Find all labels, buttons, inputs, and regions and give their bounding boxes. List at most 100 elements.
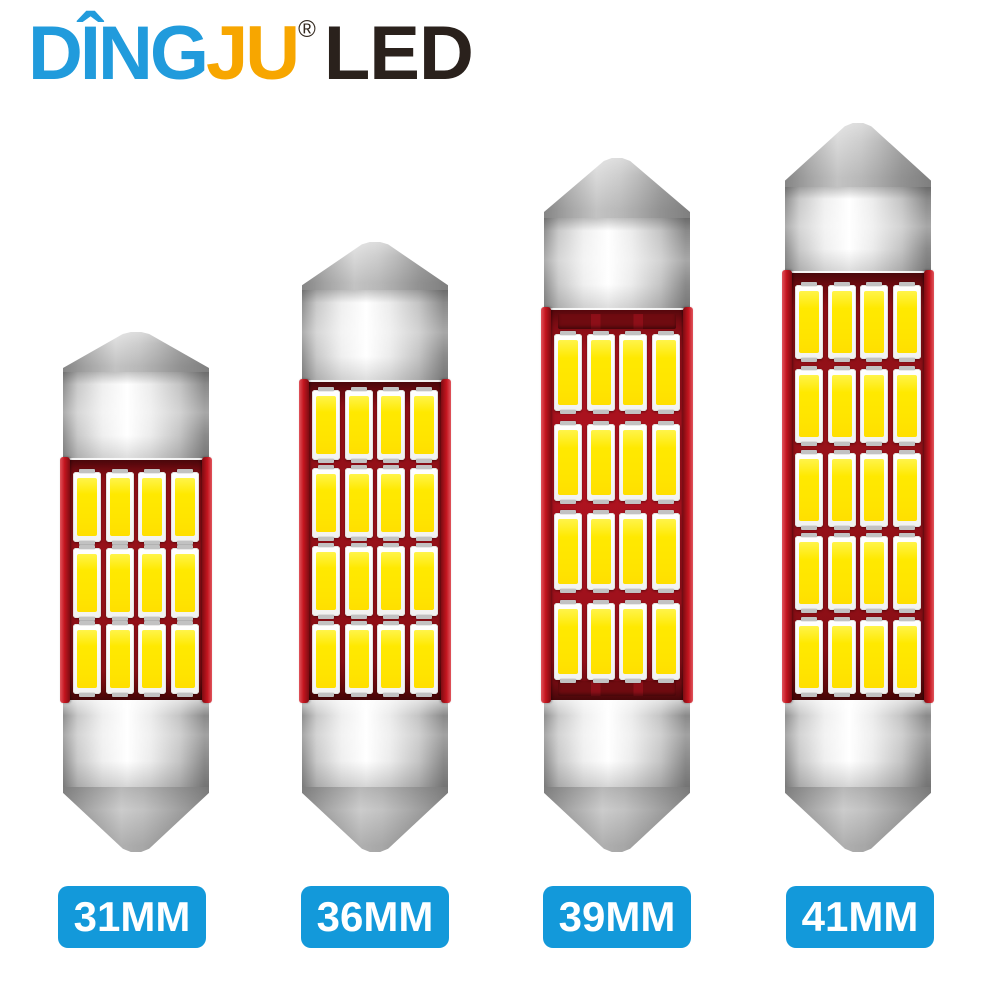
- led-chip-phosphor: [590, 340, 611, 405]
- led-chip: [795, 536, 823, 611]
- led-chip: [651, 334, 680, 411]
- led-chip-phosphor: [142, 630, 163, 688]
- red-pcb-body: [299, 379, 451, 703]
- led-chip-phosphor: [174, 554, 195, 612]
- led-chip-phosphor: [413, 552, 434, 610]
- led-row: [554, 602, 680, 680]
- led-chip-phosphor: [896, 542, 917, 605]
- led-chip-phosphor: [590, 608, 611, 674]
- led-chip: [860, 368, 889, 443]
- led-chip: [795, 368, 823, 443]
- led-grid: [542, 310, 692, 700]
- led-chip: [312, 546, 340, 616]
- led-chip: [170, 624, 199, 694]
- led-chip: [827, 368, 856, 443]
- led-chip: [409, 624, 438, 694]
- led-chip: [586, 513, 615, 591]
- led-chip: [312, 468, 340, 538]
- led-chip-phosphor: [831, 542, 852, 605]
- led-chip: [892, 452, 921, 527]
- led-chip-phosphor: [799, 626, 819, 688]
- metal-cap-top: [302, 290, 448, 382]
- led-chip: [554, 513, 582, 591]
- led-row: [73, 472, 199, 542]
- led-chip: [860, 452, 889, 527]
- led-chip-phosphor: [864, 374, 885, 437]
- metal-cone-top: [544, 158, 690, 218]
- led-chip: [892, 536, 921, 611]
- led-chip-phosphor: [864, 626, 885, 688]
- led-chip-phosphor: [831, 291, 852, 353]
- led-grid: [300, 382, 450, 700]
- metal-cap-bottom: [785, 700, 931, 787]
- led-chip: [377, 468, 406, 538]
- led-chip: [73, 548, 101, 618]
- led-chip: [586, 423, 615, 501]
- led-row: [554, 334, 680, 411]
- led-chip: [860, 285, 889, 359]
- led-chip: [892, 368, 921, 443]
- led-chip-phosphor: [142, 554, 163, 612]
- led-chip-phosphor: [655, 340, 676, 405]
- led-chip-phosphor: [655, 429, 676, 495]
- led-chip: [105, 548, 134, 618]
- led-row: [312, 546, 438, 616]
- led-chip: [377, 546, 406, 616]
- led-chip: [138, 472, 167, 542]
- led-chip-phosphor: [623, 340, 644, 405]
- led-chip: [138, 548, 167, 618]
- metal-cap-top: [63, 372, 209, 460]
- led-chip-phosphor: [623, 429, 644, 495]
- led-chip-phosphor: [348, 630, 369, 688]
- led-chip-phosphor: [142, 478, 163, 536]
- led-chip: [312, 624, 340, 694]
- led-chip: [827, 620, 856, 694]
- pcb-connector-strip: [558, 314, 676, 329]
- led-chip-phosphor: [413, 474, 434, 532]
- led-row: [554, 423, 680, 501]
- led-chip-phosphor: [558, 429, 578, 495]
- led-chip: [619, 423, 648, 501]
- brand-word-orange: JU: [206, 11, 300, 96]
- led-chip-phosphor: [799, 542, 819, 605]
- led-grid: [61, 460, 211, 700]
- size-badge-36mm: 36MM: [301, 886, 449, 948]
- led-chip-phosphor: [590, 519, 611, 585]
- led-chip: [73, 624, 101, 694]
- led-chip: [827, 536, 856, 611]
- led-chip: [892, 285, 921, 359]
- led-row: [554, 513, 680, 591]
- metal-cone-top: [785, 123, 931, 187]
- led-row: [73, 548, 199, 618]
- led-chip-phosphor: [864, 542, 885, 605]
- led-chip: [105, 624, 134, 694]
- led-chip-phosphor: [655, 608, 676, 674]
- led-row: [312, 390, 438, 460]
- led-chip-phosphor: [655, 519, 676, 585]
- metal-cone-bottom: [544, 787, 690, 852]
- red-pcb-body: [782, 270, 934, 703]
- size-badge-41mm: 41MM: [786, 886, 934, 948]
- metal-cone-bottom: [785, 787, 931, 852]
- led-row: [795, 452, 921, 527]
- led-chip: [138, 624, 167, 694]
- festoon-bulb-36mm: [299, 242, 451, 852]
- red-pcb-body: [541, 307, 693, 703]
- led-chip: [409, 468, 438, 538]
- led-chip-phosphor: [799, 374, 819, 437]
- led-chip: [860, 620, 889, 694]
- led-chip-phosphor: [109, 630, 130, 688]
- led-chip: [619, 513, 648, 591]
- metal-cap-bottom: [544, 700, 690, 787]
- led-chip: [377, 390, 406, 460]
- led-chip-phosphor: [831, 626, 852, 688]
- festoon-bulb-31mm: [60, 332, 212, 852]
- metal-cap-top: [785, 187, 931, 273]
- led-chip: [344, 468, 373, 538]
- led-chip-phosphor: [381, 474, 402, 532]
- led-chip-phosphor: [316, 630, 336, 688]
- metal-cap-bottom: [63, 700, 209, 787]
- led-chip: [344, 390, 373, 460]
- led-chip-phosphor: [623, 519, 644, 585]
- red-pcb-body: [60, 457, 212, 703]
